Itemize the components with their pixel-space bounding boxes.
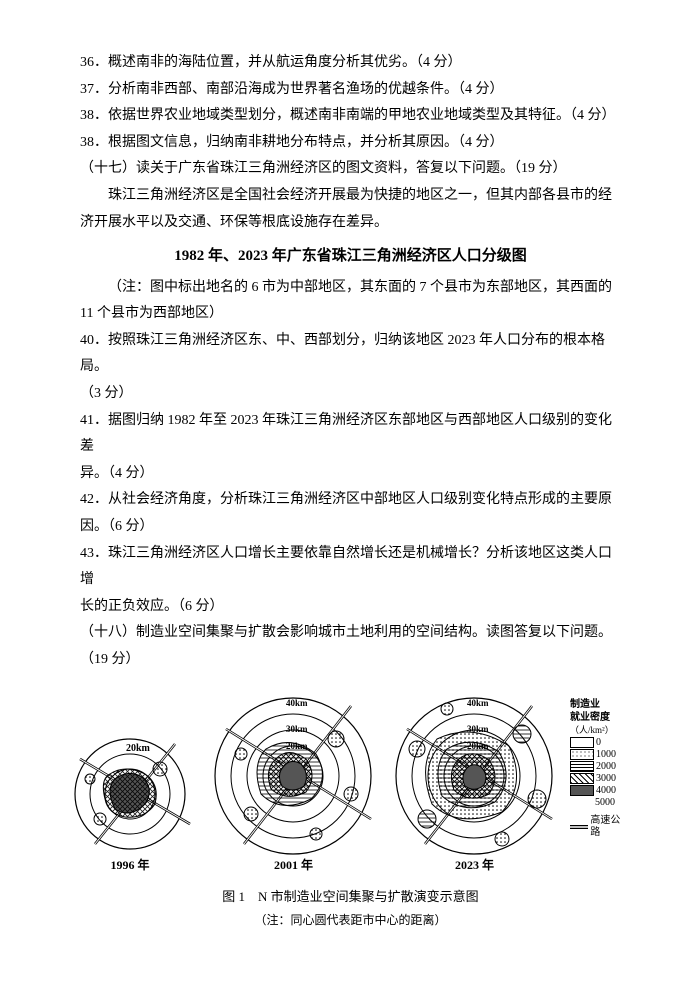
- svg-text:30km: 30km: [467, 724, 489, 734]
- year-label-2023: 2023 年: [387, 854, 562, 877]
- legend-val-3: 3000: [596, 773, 616, 785]
- year-label-1996: 1996 年: [60, 854, 200, 877]
- question-40b: （3 分）: [80, 381, 621, 408]
- figure-caption-sub: （注：同心圆代表距市中心的距离）: [80, 909, 621, 932]
- legend-title: 制造业: [570, 699, 600, 711]
- year-label-2001: 2001 年: [206, 854, 381, 877]
- question-38b: 38．根据图文信息，归纳南非耕地分布特点，并分析其原因。（4 分）: [80, 130, 621, 157]
- question-42a: 42．从社会经济角度，分析珠江三角洲经济区中部地区人口级别变化特点形成的主要原: [80, 487, 621, 514]
- svg-text:30km: 30km: [286, 724, 308, 734]
- svg-text:40km: 40km: [467, 698, 489, 708]
- section-18-lead-2: （19 分）: [80, 647, 621, 674]
- legend-val-2: 2000: [596, 761, 616, 773]
- question-38a: 38．依据世界农业地域类型划分，概述南非南端的甲地农业地域类型及其特征。（4 分…: [80, 103, 621, 130]
- legend-sub2: （人/km²）: [570, 725, 614, 736]
- legend-val-5: 5000: [595, 797, 615, 809]
- question-43b: 长的正负效应。（6 分）: [80, 594, 621, 621]
- question-36: 36．概述南非的海陆位置，并从航运角度分析其优劣。（4 分）: [80, 50, 621, 77]
- section-17-lead: （十七）读关于广东省珠江三角洲经济区的图文资料，答复以下问题。（19 分）: [80, 156, 621, 183]
- section-18-lead-1: （十八）制造业空间集聚与扩散会影响城市土地利用的空间结构。读图答复以下问题。: [80, 620, 621, 647]
- legend: 制造业 就业密度 （人/km²） 0 1000 2000 3000 4000 5…: [570, 699, 621, 839]
- legend-val-1: 1000: [596, 749, 616, 761]
- question-42b: 因。（6 分）: [80, 514, 621, 541]
- paragraph-1: 珠江三角洲经济区是全国社会经济开展最为快捷的地区之一，但其内部各县市的经济开展水…: [80, 183, 621, 236]
- ring-figure-2023: 20km 30km 40km 2023 年: [387, 684, 562, 859]
- question-40a: 40．按照珠江三角洲经济区东、中、西部划分，归纳该地区 2023 年人口分布的根…: [80, 328, 621, 381]
- note-line: （注：图中标出地名的 6 市为中部地区，其东面的 7 个县市为东部地区，其西面的…: [80, 275, 621, 328]
- legend-highway: 高速公路: [590, 815, 621, 839]
- figure-caption: 图 1 N 市制造业空间集聚与扩散演变示意图: [80, 885, 621, 910]
- legend-val-4: 4000: [596, 785, 616, 797]
- figure-1: 20km 1996 年: [80, 684, 621, 932]
- inline-title: 1982 年、2023 年广东省珠江三角洲经济区人口分级图: [80, 242, 621, 271]
- legend-sub1: 就业密度: [570, 712, 610, 724]
- question-43a: 43．珠江三角洲经济区人口增长主要依靠自然增长还是机械增长？分析该地区这类人口增: [80, 541, 621, 594]
- svg-text:20km: 20km: [286, 741, 308, 751]
- question-37: 37．分析南非西部、南部沿海成为世界著名渔场的优越条件。（4 分）: [80, 77, 621, 104]
- svg-text:20km: 20km: [467, 741, 489, 751]
- legend-val-0: 0: [596, 737, 601, 749]
- ring-figure-2001: 20km 30km 40km 2001 年: [206, 684, 381, 859]
- ring-label-20km: 20km: [126, 743, 151, 754]
- svg-text:40km: 40km: [286, 698, 308, 708]
- question-41b: 异。（4 分）: [80, 461, 621, 488]
- ring-figure-1996: 20km 1996 年: [60, 719, 200, 859]
- question-41a: 41．据图归纳 1982 年至 2023 年珠江三角洲经济区东部地区与西部地区人…: [80, 408, 621, 461]
